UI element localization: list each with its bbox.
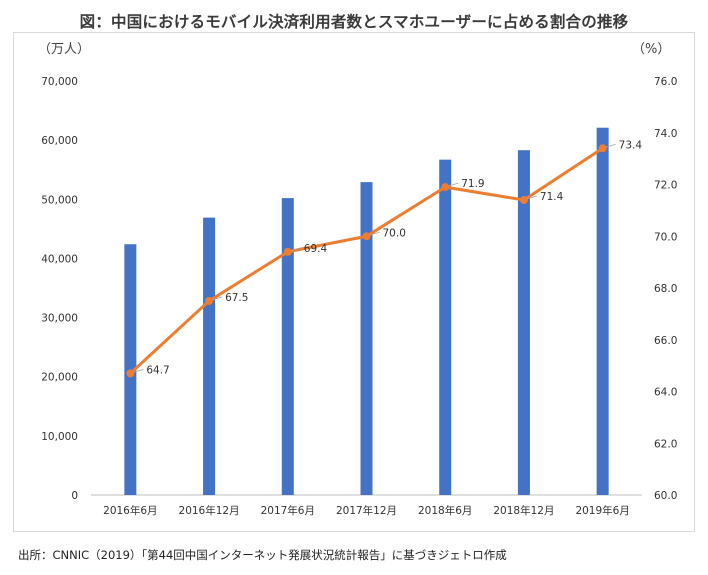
y-tick-label: 10,000 — [41, 431, 78, 443]
x-tick-label: 2017年12月 — [336, 504, 397, 517]
bar — [360, 182, 373, 496]
source-note: 出所：CNNIC（2019）「第44回中国インターネット発展状況統計報告」に基づ… — [18, 548, 507, 562]
combo-chart: （万人） （%） 0 10,000 20,000 30,000 40,000 50,000 60… — [38, 42, 677, 517]
x-tick-label: 2018年6月 — [418, 504, 472, 517]
data-label: 73.4 — [619, 139, 643, 151]
y2-tick-label: 66.0 — [654, 335, 677, 347]
y-tick-label: 40,000 — [41, 253, 78, 265]
y-tick-label: 60,000 — [41, 135, 78, 147]
bar — [439, 159, 452, 495]
line-point — [205, 296, 214, 305]
y2-tick-label: 68.0 — [654, 283, 677, 295]
data-label-leader — [133, 369, 144, 373]
y2-tick-label: 72.0 — [654, 180, 677, 192]
data-label-leader — [369, 231, 380, 236]
bar — [517, 150, 530, 495]
x-tick-label: 2017年6月 — [261, 504, 315, 517]
data-label: 64.7 — [146, 364, 169, 376]
y2-tick-label: 64.0 — [654, 387, 677, 399]
y-tick-label: 50,000 — [41, 194, 78, 206]
bar — [203, 217, 216, 495]
data-label-leader — [448, 182, 459, 187]
bar — [281, 198, 294, 496]
data-label-leader — [605, 143, 616, 148]
data-label: 71.4 — [540, 191, 564, 203]
x-tick-label: 2018年12月 — [493, 504, 554, 517]
chart-title: 図：中国におけるモバイル決済利用者数とスマホユーザーに占める割合の推移 — [79, 13, 629, 31]
chart-area: （万人） （%） 0 10,000 20,000 30,000 40,000 50,000 60… — [13, 32, 695, 532]
y2-tick-label: 60.0 — [654, 490, 677, 502]
line-point — [441, 183, 450, 192]
y-tick-label: 30,000 — [41, 313, 78, 325]
line-point — [519, 196, 528, 205]
x-tick-label: 2016年6月 — [103, 504, 157, 517]
y2-tick-label: 70.0 — [654, 231, 677, 243]
y-tick-label: 70,000 — [41, 76, 78, 88]
y-axis-title-right: （%） — [632, 42, 670, 57]
y-tick-label: 0 — [71, 490, 78, 502]
y2-tick-label: 74.0 — [654, 128, 677, 140]
y2-tick-label: 62.0 — [654, 438, 677, 450]
data-label: 70.0 — [383, 227, 406, 239]
y2-tick-label: 76.0 — [654, 76, 677, 88]
x-tick-label: 2016年12月 — [179, 504, 240, 517]
data-label: 67.5 — [225, 292, 248, 304]
data-label-leader — [211, 296, 223, 301]
bar — [596, 127, 609, 496]
line-point — [598, 144, 607, 153]
line-point — [362, 232, 371, 241]
data-label: 71.9 — [461, 178, 484, 190]
line-point — [283, 247, 292, 256]
x-tick-label: 2019年6月 — [575, 504, 629, 517]
line-point — [126, 369, 135, 378]
data-label-leader — [526, 195, 538, 200]
y-tick-label: 20,000 — [41, 372, 78, 384]
y-axis-title-left: （万人） — [38, 42, 90, 57]
data-label: 69.4 — [304, 243, 328, 255]
data-label-leader — [290, 247, 301, 252]
